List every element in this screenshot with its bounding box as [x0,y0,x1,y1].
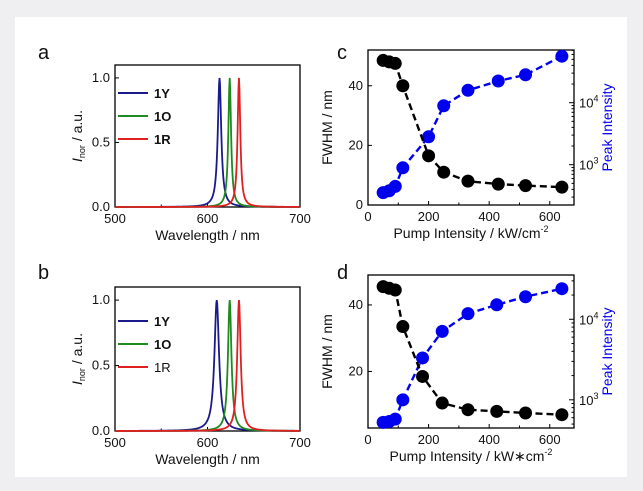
fwhm-point [435,396,449,410]
fwhm-point [519,406,533,420]
fwhm-line [382,285,562,416]
x-tick-label: 400 [478,209,500,224]
plot-frame [114,64,301,208]
peak-intensity-point [461,307,475,321]
legend-label-1Y: 1Y [154,314,170,329]
panel-letter-b: b [38,262,49,284]
x-tick-label: 200 [418,209,440,224]
legend-label-1R: 1R [154,132,171,147]
peak-intensity-point [388,412,402,426]
peak-intensity-point [490,298,504,312]
peak-intensity-point [555,282,569,296]
fwhm-point [461,403,475,417]
y-tick-label: 0.5 [92,134,110,149]
y-axis-label: FWHM / nm [319,314,335,389]
fwhm-point [396,79,410,93]
y-tick-label: 0.5 [92,358,110,373]
peak-intensity-point [388,179,402,193]
legend-label-1O: 1O [154,337,171,352]
y2-tick-label: 104 [579,94,598,111]
x-tick-label: 500 [104,435,126,450]
x-tick-label: 500 [104,211,126,226]
y-tick-label: 20 [349,363,363,378]
y-axis-label: Inor / a.u. [69,110,87,162]
y2-tick-label: 103 [579,391,598,408]
x-axis-label: Pump Intensity / kW∗cm-2 [390,447,553,464]
panel-d: d 0 200 400 600 20 40 103 104 Pump Intensity / kW… [319,262,615,464]
panel-letter-a: a [38,42,50,64]
x-axis-label: Wavelength / nm [155,227,260,243]
y-tick-label: 0.0 [92,423,110,438]
fwhm-point [490,404,504,418]
fwhm-point [461,174,475,188]
fwhm-point [555,408,569,422]
y-tick-label: 40 [349,78,363,93]
x-tick-label: 700 [289,435,311,450]
fwhm-point [388,283,402,297]
y-axis-label: Inor / a.u. [69,333,87,385]
series-line-1R [115,77,300,208]
fwhm-point [396,320,410,334]
fwhm-point [388,56,402,70]
x-axis-label: Wavelength / nm [155,451,260,467]
y2-tick-label: 103 [579,156,598,173]
panel-a: a 500 600 700 0.0 0.5 1.0 Wavelength / nm Inor /… [38,42,311,243]
peak-intensity-point [461,83,475,97]
panel-letter-c: c [337,42,347,64]
series-line-1Y [115,299,300,432]
peak-intensity-point [422,130,436,144]
fwhm-point [437,165,451,179]
peak-intensity-point [396,161,410,175]
x-tick-label: 600 [539,209,561,224]
panel-c: c 0 200 400 600 0 20 40 103 104 Pump Intensity / k… [319,42,615,241]
peak-intensity-point [416,351,430,365]
y-tick-label: 0 [356,197,363,212]
x-tick-label: 0 [364,209,371,224]
x-tick-label: 600 [197,211,219,226]
y-tick-label: 1.0 [92,292,110,307]
fwhm-point [416,369,430,383]
fwhm-point [519,179,533,193]
legend-label-1R: 1R [154,360,171,375]
series-line-1R [115,300,300,432]
peak-intensity-point [396,393,410,407]
y2-axis-label: Peak Intensity [599,84,615,172]
legend-label-1Y: 1Y [154,86,170,101]
series-line-1O [115,300,301,432]
y2-tick-label: 104 [579,310,598,327]
x-axis-label: Pump Intensity / kW/cm-2 [393,224,548,241]
peak-intensity-point [437,99,451,113]
series-line-1Y [115,77,300,208]
y2-axis-label: Peak Intensity [599,308,615,396]
y-tick-label: 40 [349,297,363,312]
fwhm-point [422,149,436,163]
x-tick-label: 700 [289,211,311,226]
peak-intensity-line [382,287,563,424]
x-tick-label: 600 [197,435,219,450]
x-tick-label: 0 [364,432,371,447]
x-tick-label: 600 [539,432,561,447]
fwhm-point [555,180,569,194]
panel-b: b 500 600 700 0.0 0.5 1.0 Wavelength / nm Inor /… [38,262,311,467]
legend-label-1O: 1O [154,109,171,124]
y-tick-label: 20 [349,137,363,152]
plot-frame [114,286,301,432]
y-axis-label: FWHM / nm [319,90,335,165]
fwhm-point [491,177,505,191]
peak-intensity-point [519,290,533,304]
figure-svg: a 500 600 700 0.0 0.5 1.0 Wavelength / nm Inor /… [38,42,615,467]
panel-letter-d: d [337,262,348,284]
peak-intensity-point [519,68,533,82]
peak-intensity-point [555,49,569,63]
y-tick-label: 0.0 [92,199,110,214]
y-tick-label: 1.0 [92,70,110,85]
figure: a 500 600 700 0.0 0.5 1.0 Wavelength / nm Inor /… [15,17,627,477]
x-tick-label: 200 [418,432,440,447]
fwhm-line [382,59,562,189]
peak-intensity-line [382,55,563,194]
peak-intensity-point [435,324,449,338]
x-tick-label: 400 [478,432,500,447]
peak-intensity-point [491,74,505,88]
series-line-1O [115,77,300,208]
